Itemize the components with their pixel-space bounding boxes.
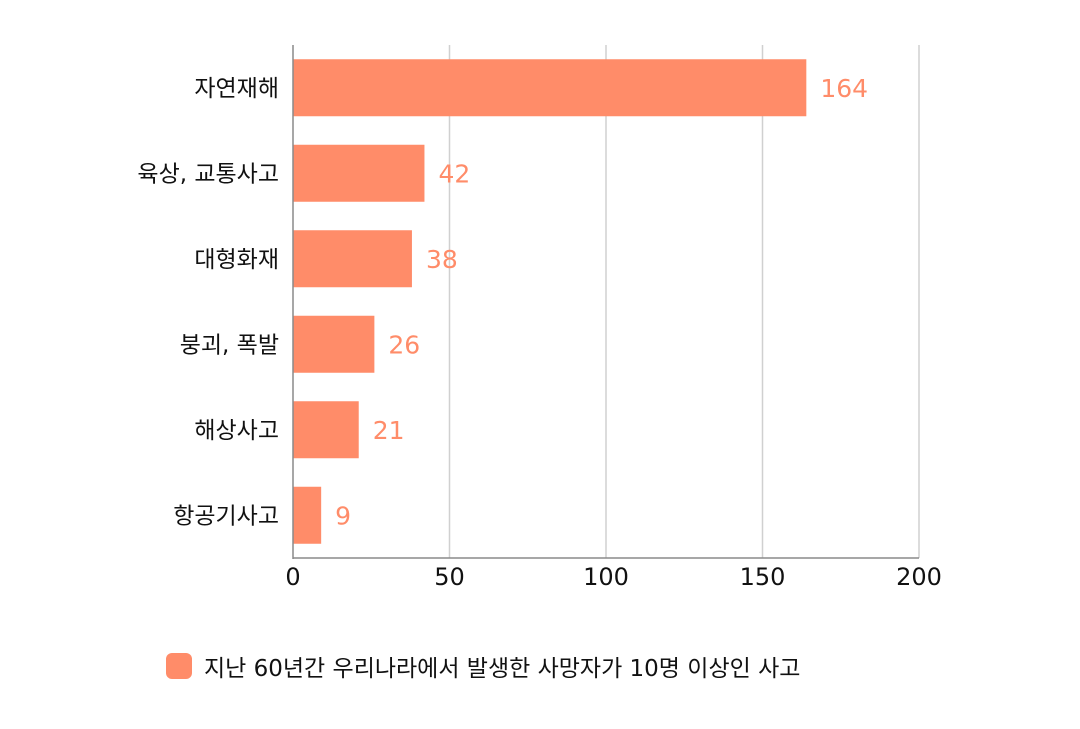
value-label-5: 9	[335, 501, 351, 530]
x-tick-label-150: 150	[740, 563, 786, 591]
category-label-4: 해상사고	[194, 418, 279, 444]
category-label-3: 붕괴, 폭발	[180, 332, 279, 358]
category-label-5: 항공기사고	[173, 503, 279, 529]
bar-5	[293, 486, 322, 544]
bar-0	[293, 59, 807, 117]
bar-3	[293, 315, 375, 373]
value-label-4: 21	[373, 416, 405, 445]
bar-2	[293, 230, 412, 288]
value-label-2: 38	[426, 245, 458, 274]
x-tick-label-100: 100	[583, 563, 629, 591]
legend-swatch	[166, 653, 192, 679]
x-tick-label-200: 200	[896, 563, 942, 591]
labels: 0 50 100 150 200 자연재해 164 육상, 교통사고 42 대형화재 38 붕괴, 폭…	[137, 74, 942, 591]
category-label-1: 육상, 교통사고	[137, 161, 279, 187]
x-tick-label-0: 0	[285, 563, 300, 591]
bars	[293, 59, 807, 544]
category-label-0: 자연재해	[194, 76, 279, 102]
x-tick-label-50: 50	[434, 563, 465, 591]
grid-lines	[448, 45, 920, 558]
bar-1	[293, 144, 425, 202]
value-label-3: 26	[388, 330, 420, 359]
value-label-0: 164	[820, 74, 868, 103]
legend-label: 지난 60년간 우리나라에서 발생한 사망자가 10명 이상인 사고	[204, 656, 801, 682]
value-label-1: 42	[438, 159, 470, 188]
axes	[292, 45, 919, 559]
bar-4	[293, 401, 359, 459]
legend: 지난 60년간 우리나라에서 발생한 사망자가 10명 이상인 사고	[166, 650, 800, 682]
category-label-2: 대형화재	[194, 247, 279, 273]
